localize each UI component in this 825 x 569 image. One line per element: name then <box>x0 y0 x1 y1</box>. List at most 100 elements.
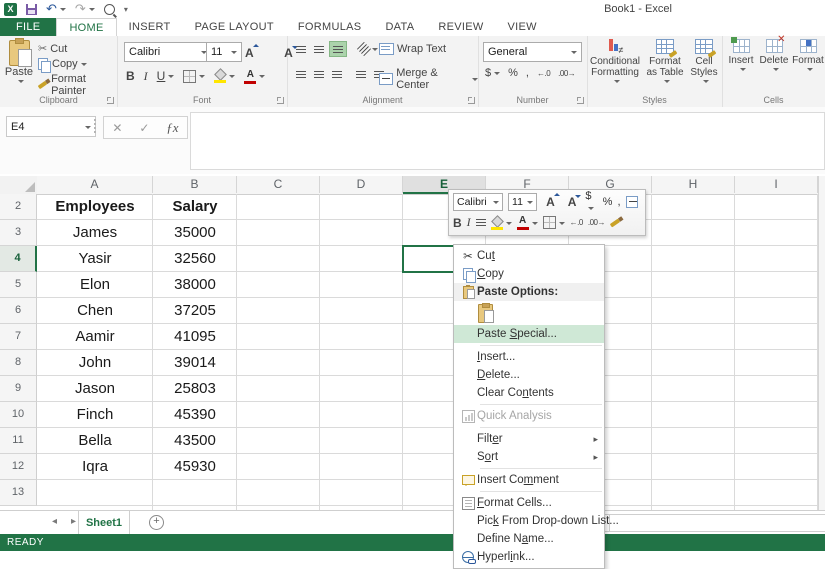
row-header-9[interactable]: 9 <box>0 376 37 402</box>
menu-item-filter[interactable]: Filter ▸ <box>477 433 598 445</box>
paste-option-keep-source[interactable] <box>454 301 604 325</box>
cut-button[interactable]: ✂ Cut <box>38 42 68 56</box>
cell-A10[interactable]: Finch <box>76 406 114 423</box>
font-dialog-launcher[interactable] <box>277 97 284 104</box>
row-header-4[interactable]: 4 <box>0 246 37 272</box>
name-box[interactable]: E4 <box>6 116 96 137</box>
menu-item-paste-special[interactable]: Paste Special... <box>454 325 604 343</box>
bold-button[interactable]: B <box>126 69 135 83</box>
menu-item-insert-comment[interactable]: Insert Comment <box>454 471 604 489</box>
menu-item-clear-contents[interactable]: Clear Contents <box>477 387 554 399</box>
cell-A11[interactable]: Bella <box>78 432 112 449</box>
cell-styles-button[interactable]: Cell Styles <box>687 39 721 84</box>
format-as-table-button[interactable]: Format as Table <box>643 39 687 84</box>
decrease-indent-button[interactable] <box>353 67 369 81</box>
mini-grow-font-button[interactable]: A <box>546 193 560 210</box>
cell-A2[interactable]: Employees <box>55 198 135 215</box>
italic-button[interactable]: I <box>143 68 148 83</box>
cell-A5[interactable]: Elon <box>79 276 111 293</box>
font-size-combo[interactable]: 11 <box>206 42 242 62</box>
wrap-text-button[interactable]: Wrap Text <box>379 43 446 55</box>
save-icon[interactable] <box>26 3 37 15</box>
alignment-dialog-launcher[interactable] <box>468 97 475 104</box>
borders-button[interactable] <box>183 69 206 83</box>
comma-style-button[interactable]: , <box>525 67 529 79</box>
row-header-8[interactable]: 8 <box>0 350 37 376</box>
mini-percent-button[interactable]: % <box>602 196 613 209</box>
align-bottom-button[interactable] <box>329 41 347 57</box>
print-preview-icon[interactable] <box>103 3 115 15</box>
cell-A4[interactable]: Yasir <box>78 250 112 267</box>
column-header-A[interactable]: A <box>37 176 153 193</box>
cell-B6[interactable]: 37205 <box>174 302 216 319</box>
cell-B2[interactable]: Salary <box>172 198 218 215</box>
tab-home[interactable]: HOME <box>56 18 117 36</box>
tab-view[interactable]: VIEW <box>507 21 537 33</box>
formula-input[interactable] <box>190 112 825 170</box>
grow-font-button[interactable]: A <box>245 46 254 60</box>
row-header-7[interactable]: 7 <box>0 324 37 350</box>
cell-A8[interactable]: John <box>78 354 112 371</box>
column-header-B[interactable]: B <box>153 176 237 193</box>
align-right-button[interactable] <box>329 67 345 81</box>
delete-cells-button[interactable]: Delete <box>758 34 790 72</box>
cell-A6[interactable]: Chen <box>77 302 113 319</box>
paste-button[interactable]: Paste <box>4 38 34 98</box>
row-header-6[interactable]: 6 <box>0 298 37 324</box>
align-left-button[interactable] <box>293 67 309 81</box>
column-header-C[interactable]: C <box>237 176 320 193</box>
menu-item-insert[interactable]: Insert... <box>477 351 516 363</box>
mini-accounting-button[interactable]: $ <box>585 190 597 214</box>
cell-A9[interactable]: Jason <box>74 380 116 397</box>
mini-bold-button[interactable]: B <box>453 215 462 230</box>
row-header-11[interactable]: 11 <box>0 428 37 454</box>
select-all-corner[interactable] <box>0 176 38 195</box>
row-header-3[interactable]: 3 <box>0 220 37 246</box>
decrease-decimal-button[interactable]: .00→ <box>558 68 576 78</box>
font-color-button[interactable]: A <box>244 69 266 84</box>
add-sheet-button[interactable]: + <box>149 515 164 530</box>
copy-button[interactable]: Copy <box>38 58 117 73</box>
cell-B10[interactable]: 45390 <box>174 406 216 423</box>
format-cells-ribbon-button[interactable]: Format <box>792 39 824 72</box>
mini-italic-button[interactable]: I <box>466 215 471 230</box>
accounting-format-button[interactable]: $ <box>485 67 501 79</box>
cell-B7[interactable]: 41095 <box>174 328 216 345</box>
prev-sheet-icon[interactable]: ◂ <box>52 516 58 527</box>
mini-increase-decimal-button[interactable]: ←.0 <box>569 218 584 228</box>
undo-button[interactable]: ↶ <box>46 0 66 18</box>
fill-color-button[interactable] <box>214 70 236 83</box>
next-sheet-icon[interactable]: ▸ <box>71 516 77 527</box>
tab-review[interactable]: REVIEW <box>438 21 484 33</box>
menu-item-sort[interactable]: Sort ▸ <box>477 451 598 463</box>
menu-item-format-cells[interactable]: Format Cells... <box>454 494 604 512</box>
column-header-G[interactable]: G <box>569 176 652 193</box>
cell-B12[interactable]: 45930 <box>174 458 216 475</box>
insert-function-icon[interactable]: ƒx <box>166 119 179 135</box>
sheet-grid[interactable]: 2 Employees Salary 3 James 35000 4 Yasir 32560 5 E… <box>0 194 818 510</box>
mini-borders-button[interactable] <box>542 216 565 230</box>
vertical-scrollbar[interactable] <box>818 176 825 510</box>
column-header-D[interactable]: D <box>320 176 403 193</box>
menu-item-cut[interactable]: ✂ Cut <box>454 247 604 265</box>
mini-merge-icon[interactable] <box>625 196 639 209</box>
row-header-10[interactable]: 10 <box>0 402 37 428</box>
mini-font-size-combo[interactable]: 11 <box>508 193 538 212</box>
percent-style-button[interactable]: % <box>508 67 518 79</box>
cell-B9[interactable]: 25803 <box>174 380 216 397</box>
number-dialog-launcher[interactable] <box>577 97 584 104</box>
tab-insert[interactable]: INSERT <box>128 21 171 33</box>
orientation-button[interactable] <box>356 41 378 57</box>
align-middle-button[interactable] <box>311 42 327 56</box>
cell-B11[interactable]: 43500 <box>174 432 216 449</box>
column-header-F[interactable]: F <box>486 176 569 193</box>
tab-data[interactable]: DATA <box>385 21 415 33</box>
column-header-H[interactable]: H <box>652 176 735 193</box>
mini-font-family-combo[interactable]: Calibri <box>453 193 504 212</box>
row-header-12[interactable]: 12 <box>0 454 37 480</box>
mini-shrink-font-button[interactable]: A <box>567 195 581 210</box>
menu-item-define-name[interactable]: Define Name... <box>477 533 554 545</box>
customize-qat-button[interactable]: ▾ <box>123 4 128 14</box>
format-painter-button[interactable]: Format Painter <box>37 73 117 97</box>
cancel-entry-icon[interactable]: ✕ <box>112 120 123 135</box>
